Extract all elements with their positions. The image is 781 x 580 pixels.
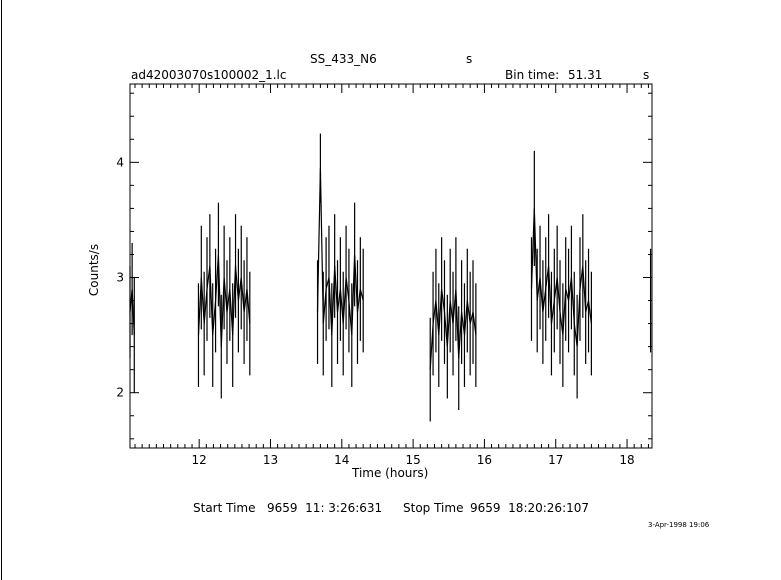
bin-time-unit: s bbox=[643, 68, 649, 82]
x-tick-label: 17 bbox=[548, 453, 563, 467]
stop-time-value: 9659 18:20:26:107 bbox=[470, 501, 589, 515]
bin-time-value: 51.31 bbox=[568, 68, 602, 82]
start-time-value: 9659 11: 3:26:631 bbox=[267, 501, 382, 515]
series-line bbox=[530, 208, 592, 347]
x-tick-label: 12 bbox=[192, 453, 207, 467]
y-axis-label: Counts/s bbox=[87, 244, 101, 296]
x-tick-label: 16 bbox=[477, 453, 492, 467]
light-curve-segment bbox=[429, 237, 477, 422]
x-axis-ticks: 12 13 14 15 16 17 18 bbox=[134, 84, 649, 467]
page-left-border bbox=[1, 0, 2, 580]
bin-time-label: Bin time: bbox=[505, 68, 559, 82]
chart-title: SS_433_N6 bbox=[310, 52, 377, 66]
data-series bbox=[129, 133, 652, 422]
stop-time-label: Stop Time bbox=[403, 501, 463, 515]
y-tick-label: 2 bbox=[116, 386, 124, 400]
x-axis-label: Time (hours) bbox=[351, 466, 428, 480]
x-tick-label: 14 bbox=[334, 453, 349, 467]
plot-frame bbox=[129, 83, 653, 449]
x-tick-label: 13 bbox=[263, 453, 278, 467]
x-tick-label: 15 bbox=[405, 453, 420, 467]
plot-timestamp: 3-Apr-1998 19:06 bbox=[648, 521, 710, 529]
start-time-label: Start Time bbox=[193, 501, 256, 515]
chart-title-suffix: s bbox=[466, 52, 472, 66]
x-tick-label: 18 bbox=[619, 453, 634, 467]
y-tick-label: 3 bbox=[116, 271, 124, 285]
file-name: ad42003070s100002_1.lc bbox=[131, 68, 287, 82]
light-curve-segment bbox=[316, 133, 364, 387]
light-curve-segment bbox=[530, 150, 592, 399]
y-tick-label: 4 bbox=[116, 155, 124, 169]
light-curve-segment bbox=[197, 202, 251, 399]
light-curve-segment bbox=[129, 242, 135, 393]
